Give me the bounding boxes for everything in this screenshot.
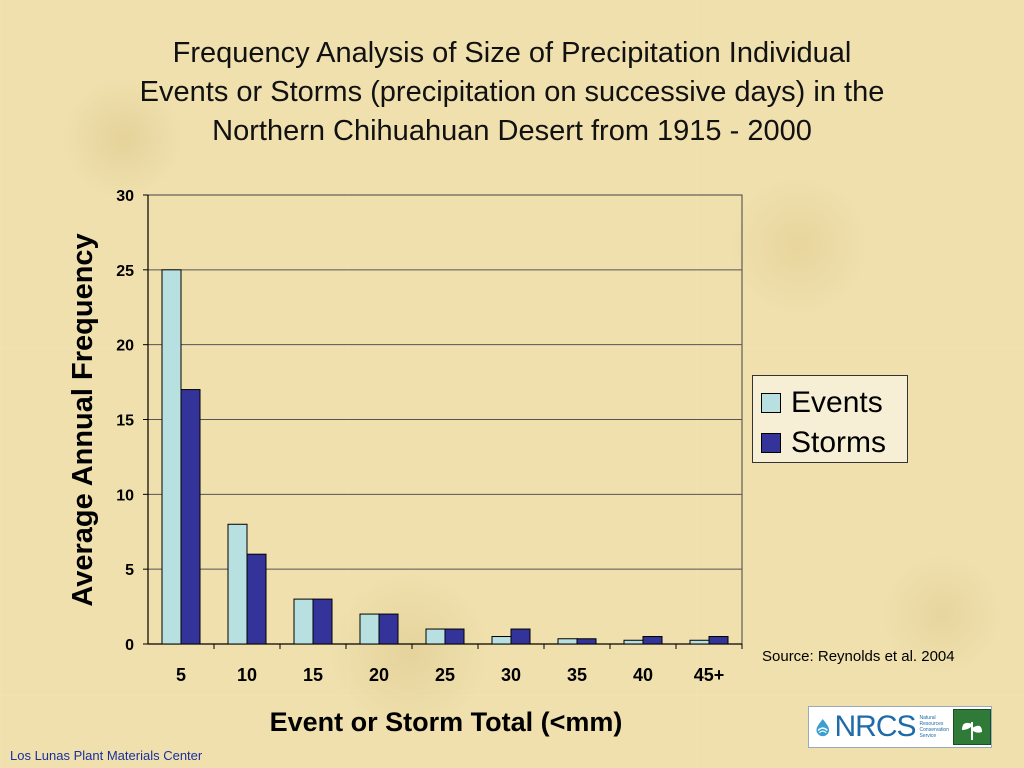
bar-storms-45plus <box>708 636 729 645</box>
legend-item-events: Events <box>761 386 883 420</box>
y-tick-label: 30 <box>116 188 134 205</box>
bar-events-40 <box>623 639 644 645</box>
nrcs-logo: NRCS Natural Resources Conservation Serv… <box>808 706 992 748</box>
x-tick-label: 10 <box>237 665 257 685</box>
y-tick-label: 15 <box>116 413 134 430</box>
bar-storms-10 <box>246 553 267 645</box>
x-tick-label: 30 <box>501 665 521 685</box>
nrcs-subtext-line: Service <box>919 733 937 739</box>
chart-title: Frequency Analysis of Size of Precipitat… <box>0 34 1024 151</box>
x-tick-label: 20 <box>369 665 389 685</box>
x-tick-label: 45+ <box>694 665 725 685</box>
bar-storms-35 <box>576 638 597 645</box>
x-tick-label: 35 <box>567 665 587 685</box>
title-line-1: Frequency Analysis of Size of Precipitat… <box>172 37 852 69</box>
legend-item-storms: Storms <box>761 426 886 460</box>
plant-materials-logo <box>953 709 991 745</box>
footer-credit: Los Lunas Plant Materials Center <box>10 748 203 763</box>
bar-storms-30 <box>510 628 531 645</box>
y-tick-label: 0 <box>125 637 134 654</box>
y-tick-label: 10 <box>116 487 134 504</box>
bar-storms-5 <box>180 389 201 645</box>
bar-events-45plus <box>689 639 710 645</box>
x-tick-label: 5 <box>176 665 186 685</box>
bar-events-35 <box>557 638 578 645</box>
water-drop-icon <box>816 718 830 737</box>
x-tick-label: 25 <box>435 665 455 685</box>
nrcs-subtext-line: Resources <box>919 721 944 727</box>
nrcs-subtext: Natural Resources Conservation Service <box>920 715 949 739</box>
bar-storms-20 <box>378 613 399 645</box>
legend-swatch-storms <box>761 433 781 453</box>
chart-legend: Events Storms <box>752 375 908 463</box>
nrcs-subtext-line: Natural <box>919 715 936 721</box>
bar-events-15 <box>293 598 314 645</box>
x-tick-label: 15 <box>303 665 323 685</box>
bar-events-5 <box>161 269 182 645</box>
source-note: Source: Reynolds et al. 2004 <box>762 648 955 665</box>
bar-events-20 <box>359 613 380 645</box>
legend-swatch-events <box>761 393 781 413</box>
y-tick-label: 20 <box>116 338 134 355</box>
leaf-icon <box>962 722 982 740</box>
bar-storms-40 <box>642 636 663 645</box>
bar-events-25 <box>425 628 446 645</box>
title-line-2: Events or Storms (precipitation on succe… <box>139 76 885 108</box>
nrcs-wordmark: NRCS <box>834 710 917 743</box>
bar-events-10 <box>227 523 248 645</box>
title-line-3: Northern Chihuahuan Desert from 1915 - 2… <box>212 115 812 147</box>
bar-events-30 <box>491 636 512 645</box>
x-tick-label: 40 <box>633 665 653 685</box>
y-tick-label: 5 <box>125 562 134 579</box>
bar-storms-25 <box>444 628 465 645</box>
legend-label-events: Events <box>791 386 883 419</box>
x-axis-label: Event or Storm Total (<mm) <box>270 707 623 737</box>
y-axis-label: Average Annual Frequency <box>67 233 99 606</box>
y-tick-label: 25 <box>116 263 134 280</box>
legend-label-storms: Storms <box>791 426 887 459</box>
bar-storms-15 <box>312 598 333 645</box>
nrcs-subtext-line: Conservation <box>919 727 949 733</box>
